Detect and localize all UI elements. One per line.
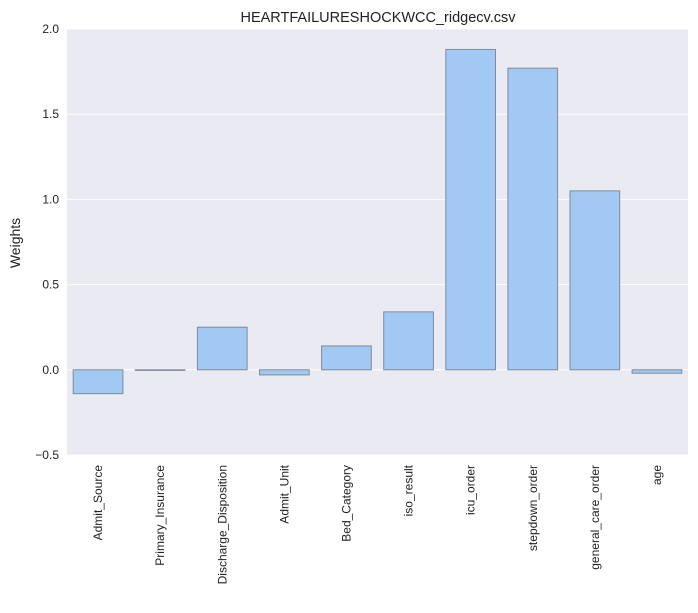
y-tick-label: −0.5: [35, 448, 59, 462]
y-tick-label: 2.0: [42, 22, 59, 36]
bar-general-care-order: [569, 190, 621, 371]
x-tick-label: Discharge_Disposition: [215, 465, 229, 584]
bar-stepdown-order: [507, 67, 559, 371]
bar-bed-category: [321, 345, 372, 371]
bar-primary-insurance: [134, 369, 186, 371]
bar-discharge-disposition: [196, 326, 248, 371]
y-axis-label: Weights: [7, 218, 23, 268]
x-tick-label: general_care_order: [588, 465, 602, 570]
x-tick-label: stepdown_order: [526, 465, 540, 551]
x-tick-label: age: [650, 465, 664, 485]
bar-admit-unit: [259, 369, 310, 376]
chart-title: HEARTFAILURESHOCKWCC_ridgecv.csv: [240, 10, 516, 26]
bar-iso-result: [383, 311, 434, 371]
x-tick-label: Primary_Insurance: [153, 465, 167, 566]
x-tick-label: Bed_Category: [339, 465, 353, 542]
bar-icu-order: [445, 48, 496, 371]
x-tick-label: iso_result: [402, 464, 416, 516]
y-tick-label: 0.0: [42, 363, 59, 377]
y-tick-label: 1.0: [42, 192, 59, 206]
bar-admit-source: [72, 369, 124, 395]
x-tick-label: Admit_Unit: [277, 464, 291, 523]
y-tick-label: 1.5: [42, 107, 59, 121]
plot-area: −0.5 0.0 0.5 1.0 1.5 2.0 Admit_Source Primary_I…: [35, 22, 688, 584]
bar-age: [631, 369, 683, 374]
y-tick-label: 0.5: [42, 278, 59, 292]
x-tick-label: Admit_Source: [91, 465, 105, 541]
x-tick-label: icu_order: [464, 465, 478, 515]
